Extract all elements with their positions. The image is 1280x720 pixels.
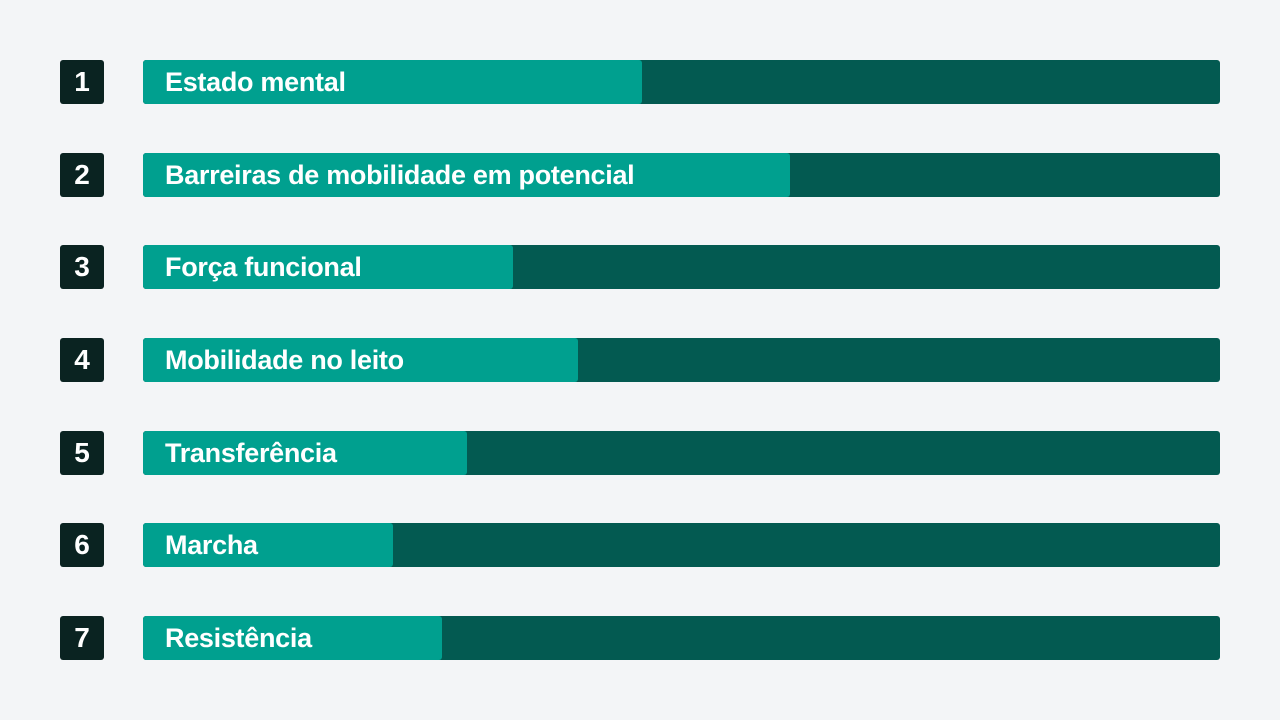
item-number: 4 [60, 338, 104, 382]
progress-track: Transferência [143, 431, 1220, 475]
list-item: 2 Barreiras de mobilidade em potencial [60, 153, 1220, 197]
item-label: Mobilidade no leito [165, 345, 404, 375]
item-label: Força funcional [165, 252, 362, 282]
list-item: 7 Resistência [60, 616, 1220, 660]
progress-track: Marcha [143, 523, 1220, 567]
progress-fill [143, 338, 579, 382]
item-number: 3 [60, 245, 104, 289]
item-number: 6 [60, 523, 104, 567]
list-item: 3 Força funcional [60, 245, 1220, 289]
progress-track: Estado mental [143, 60, 1220, 104]
progress-track: Força funcional [143, 245, 1220, 289]
progress-track: Resistência [143, 616, 1220, 660]
item-label: Resistência [165, 623, 312, 653]
item-number: 7 [60, 616, 104, 660]
list-item: 6 Marcha [60, 523, 1220, 567]
list-item: 1 Estado mental [60, 60, 1220, 104]
list-item: 4 Mobilidade no leito [60, 338, 1220, 382]
item-label: Estado mental [165, 67, 346, 97]
item-number: 2 [60, 153, 104, 197]
progress-fill [143, 616, 443, 660]
progress-fill [143, 153, 791, 197]
progress-fill [143, 60, 642, 104]
item-label: Barreiras de mobilidade em potencial [165, 160, 635, 190]
progress-fill [143, 431, 468, 475]
item-number: 1 [60, 60, 104, 104]
progress-fill [143, 523, 393, 567]
item-label: Transferência [165, 438, 337, 468]
item-label: Marcha [165, 530, 258, 560]
list-item: 5 Transferência [60, 431, 1220, 475]
progress-fill [143, 245, 514, 289]
progress-track: Barreiras de mobilidade em potencial [143, 153, 1220, 197]
progress-track: Mobilidade no leito [143, 338, 1220, 382]
item-number: 5 [60, 431, 104, 475]
